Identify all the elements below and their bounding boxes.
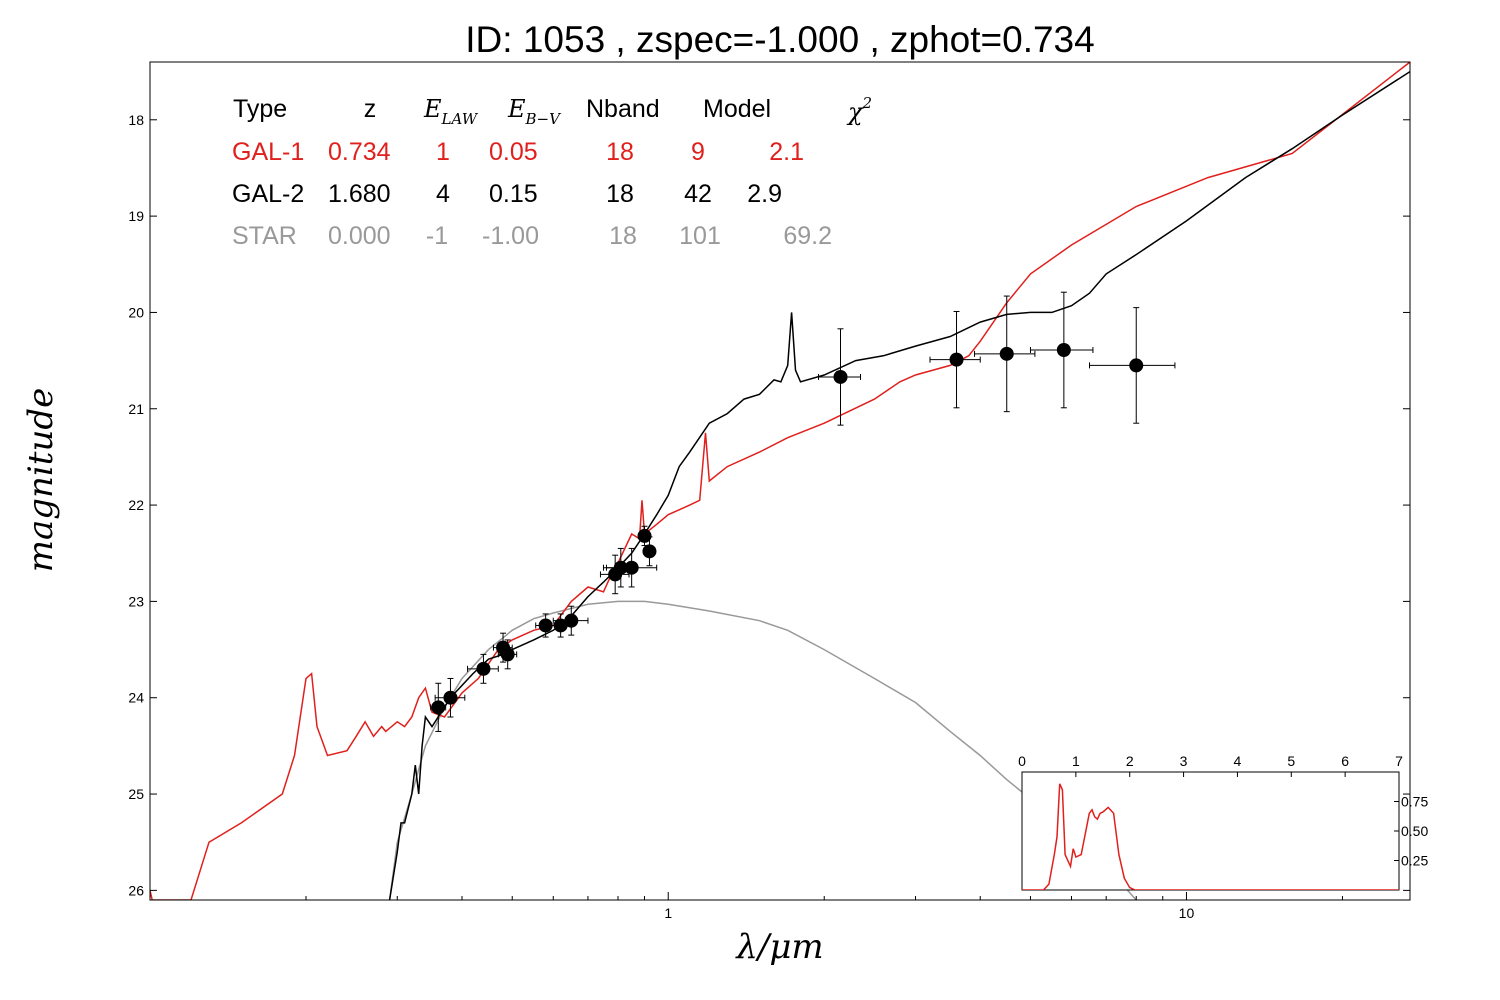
pdz-curve [1022, 783, 1399, 890]
series-line-gal-1 [150, 62, 1410, 900]
legend-header-ebv: EB−V [507, 95, 562, 128]
legend-nband: 18 [606, 138, 634, 166]
y-tick-label: 23 [128, 593, 144, 609]
data-marker [1129, 358, 1144, 373]
y-tick-label: 24 [128, 690, 144, 706]
x-tick-label: 1 [664, 905, 672, 921]
data-marker [443, 690, 458, 705]
inset-x-tick-label: 2 [1126, 753, 1134, 769]
data-marker [949, 352, 964, 367]
legend-elaw: 4 [436, 180, 450, 208]
inset-x-tick-label: 1 [1072, 753, 1080, 769]
data-marker [624, 560, 639, 575]
legend-chi2: 2.1 [769, 138, 804, 166]
inset-frame [1021, 771, 1400, 891]
inset-curve-layer [1022, 783, 1399, 890]
y-axis-label: magnitude [21, 388, 61, 573]
legend-elaw: -1 [426, 222, 448, 250]
legend-z: 0.734 [328, 138, 391, 166]
legend-header-model: Model [703, 95, 771, 123]
inset-x-tick-label: 3 [1180, 753, 1188, 769]
inset-x-tick-label: 0 [1018, 753, 1026, 769]
photometry-point [535, 613, 556, 638]
legend-chi2: 69.2 [783, 222, 832, 250]
legend-z: 1.680 [328, 180, 391, 208]
photometry-point [1089, 307, 1176, 424]
inset-ticks: 0 1 2 3 4 5 6 7 0.25 0.50 0.75 [1018, 753, 1428, 869]
legend-z: 0.000 [328, 222, 391, 250]
plot-frame [149, 61, 1411, 901]
photometry-point [974, 295, 1036, 413]
inset-y-tick-label: 0.50 [1401, 823, 1428, 839]
x-axis-label: λ/μm [734, 927, 823, 967]
data-marker [1056, 343, 1071, 358]
legend-header-elaw: ELAW [423, 95, 479, 128]
data-marker [999, 346, 1014, 361]
data-marker [500, 647, 515, 662]
legend-elaw: 1 [436, 138, 450, 166]
y-tick-label: 25 [128, 786, 144, 802]
inset-x-tick-label: 6 [1341, 753, 1349, 769]
inset-x-tick-label: 4 [1234, 753, 1242, 769]
photometry-point [602, 547, 658, 588]
data-marker [553, 618, 568, 633]
legend-model: 101 [679, 222, 721, 250]
inset-y-tick-label: 0.75 [1401, 794, 1428, 810]
inset-x-tick-label: 5 [1287, 753, 1295, 769]
data-marker [637, 528, 652, 543]
legend-type: GAL-2 [232, 180, 304, 208]
y-tick-label: 22 [128, 497, 144, 513]
photometry-point [434, 677, 466, 718]
y-tick-label: 21 [128, 401, 144, 417]
legend-nband: 18 [606, 180, 634, 208]
inset-y-tick-label: 0.25 [1401, 853, 1428, 869]
legend-row-gal1: GAL-1 0.734 1 0.05 18 9 2.1 [232, 138, 804, 166]
x-tick-label: 10 [1179, 905, 1195, 921]
inset-x-tick-label: 7 [1395, 753, 1403, 769]
legend-nband: 18 [609, 222, 637, 250]
legend-ebv: 0.15 [489, 180, 538, 208]
legend-row-star: STAR 0.000 -1 -1.00 18 101 69.2 [232, 222, 832, 250]
legend-header-type: Type [233, 95, 287, 123]
photometry-point [552, 605, 589, 636]
data-marker [431, 700, 446, 715]
series-line-gal-2 [388, 70, 1410, 900]
legend-type: STAR [232, 222, 297, 250]
photometry-point [430, 682, 447, 732]
legend-table: Type z ELAW EB−V Nband Model χ2 GAL-1 0.… [232, 94, 872, 250]
data-marker [538, 618, 553, 633]
chart-title: ID: 1053 , zspec=-1.000 , zphot=0.734 [465, 19, 1094, 60]
data-marker [642, 544, 657, 559]
y-tick-label: 20 [128, 304, 144, 320]
photometry-point [467, 653, 499, 684]
data-marker [833, 369, 848, 384]
photometry-layer [430, 291, 1176, 732]
photometry-point [929, 310, 981, 409]
photometry-point [637, 525, 652, 547]
legend-ebv: 0.05 [489, 138, 538, 166]
legend-model: 9 [691, 138, 705, 166]
photometry-point [497, 639, 518, 670]
photometry-point [818, 328, 862, 426]
y-tick-label: 26 [128, 882, 144, 898]
photometry-point [492, 632, 513, 663]
photometry-point [1029, 291, 1094, 409]
data-marker [476, 661, 491, 676]
legend-header-nband: Nband [586, 95, 660, 123]
data-marker [564, 613, 579, 628]
legend-model: 42 [684, 180, 712, 208]
photometry-point [642, 536, 657, 567]
legend-type: GAL-1 [232, 138, 304, 166]
legend-header-chi2: χ2 [846, 94, 872, 126]
legend-ebv: -1.00 [482, 222, 539, 250]
legend-row-gal2: GAL-2 1.680 4 0.15 18 42 2.9 [232, 180, 782, 208]
y-tick-label: 19 [128, 208, 144, 224]
legend-chi2: 2.9 [747, 180, 782, 208]
legend-header-z: z [364, 95, 377, 123]
y-tick-label: 18 [128, 112, 144, 128]
pdz-inset: 0 1 2 3 4 5 6 7 0.25 0.50 0.75 [1018, 753, 1428, 891]
